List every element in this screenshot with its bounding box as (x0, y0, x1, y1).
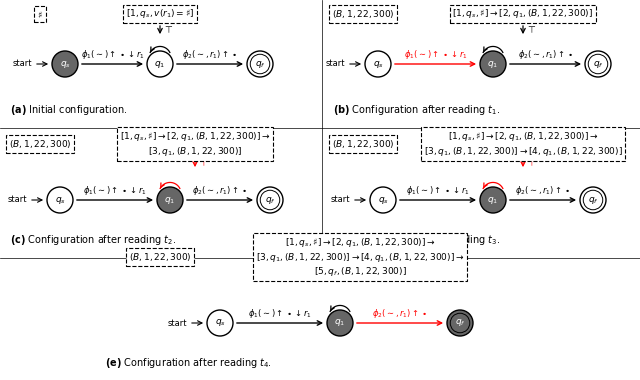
Text: $q_s$: $q_s$ (54, 195, 65, 206)
Text: $\top$: $\top$ (198, 158, 209, 168)
Circle shape (585, 51, 611, 77)
Text: $\phi_2(\sim,r_1)\uparrow\bullet$: $\phi_2(\sim,r_1)\uparrow\bullet$ (515, 184, 571, 197)
Text: $\top$: $\top$ (526, 25, 537, 35)
Text: $\phi_1(\sim)\uparrow\bullet\downarrow r_1$: $\phi_1(\sim)\uparrow\bullet\downarrow r… (248, 307, 312, 320)
Circle shape (480, 187, 506, 213)
Circle shape (480, 51, 506, 77)
Text: $q_1$: $q_1$ (154, 59, 166, 70)
Text: $\phi_1(\sim)\uparrow\bullet\downarrow r_1$: $\phi_1(\sim)\uparrow\bullet\downarrow r… (81, 48, 145, 61)
Circle shape (52, 51, 78, 77)
Text: $\phi_2(\sim,r_1)\uparrow\bullet$: $\phi_2(\sim,r_1)\uparrow\bullet$ (518, 48, 573, 61)
Text: $[1,q_s,\sharp]\to[2,q_1,(B,1,22,300)]\to$
$[3,q_1,(B,1,22,300)]\to[4,q_1,(B,1,2: $[1,q_s,\sharp]\to[2,q_1,(B,1,22,300)]\t… (256, 236, 464, 278)
Text: start: start (168, 318, 187, 328)
Text: $[1,q_s,v(r_1){=}\sharp]$: $[1,q_s,v(r_1){=}\sharp]$ (126, 8, 194, 21)
Circle shape (447, 310, 473, 336)
Text: $q_s$: $q_s$ (60, 59, 70, 70)
Text: $\phi_2(\sim,r_1)\uparrow\bullet$: $\phi_2(\sim,r_1)\uparrow\bullet$ (182, 48, 238, 61)
Circle shape (147, 51, 173, 77)
Text: $\mathbf{(d)}$ Configuration after reading $t_3$.: $\mathbf{(d)}$ Configuration after readi… (333, 233, 500, 247)
Text: $\mathbf{(b)}$ Configuration after reading $t_1$.: $\mathbf{(b)}$ Configuration after readi… (333, 103, 500, 117)
Text: $\mathbf{(c)}$ Configuration after reading $t_2$.: $\mathbf{(c)}$ Configuration after readi… (10, 233, 176, 247)
Text: $q_f$: $q_f$ (593, 59, 604, 70)
Circle shape (257, 187, 283, 213)
Circle shape (370, 187, 396, 213)
Text: start: start (8, 195, 27, 204)
Text: $\mathbf{(a)}$ Initial configuration.: $\mathbf{(a)}$ Initial configuration. (10, 103, 127, 117)
Circle shape (47, 187, 73, 213)
Text: $\phi_1(\sim)\uparrow\bullet\downarrow r_1$: $\phi_1(\sim)\uparrow\bullet\downarrow r… (404, 48, 467, 61)
Circle shape (157, 187, 183, 213)
Text: $\top$: $\top$ (363, 273, 374, 283)
Circle shape (207, 310, 233, 336)
Circle shape (580, 187, 606, 213)
Text: $\phi_1(\sim)\uparrow\bullet\downarrow r_1$: $\phi_1(\sim)\uparrow\bullet\downarrow r… (83, 184, 147, 197)
Text: $\phi_2(\sim,r_1)\uparrow\bullet$: $\phi_2(\sim,r_1)\uparrow\bullet$ (372, 307, 428, 320)
Text: $q_s$: $q_s$ (372, 59, 383, 70)
Text: $\top$: $\top$ (163, 25, 174, 35)
Text: $q_1$: $q_1$ (164, 195, 175, 206)
Circle shape (327, 310, 353, 336)
Text: $\phi_1(\sim)\uparrow\bullet\downarrow r_1$: $\phi_1(\sim)\uparrow\bullet\downarrow r… (406, 184, 470, 197)
Text: $\sharp$: $\sharp$ (37, 8, 43, 19)
Text: start: start (13, 60, 32, 68)
Text: $q_f$: $q_f$ (454, 318, 465, 328)
Text: $[1,q_s,\sharp]\to[2,q_1,(B,1,22,300)]\to$
$[3,q_1,(B,1,22,300)]\to[4,q_1,(B,1,2: $[1,q_s,\sharp]\to[2,q_1,(B,1,22,300)]\t… (424, 130, 623, 158)
Text: $q_f$: $q_f$ (255, 59, 266, 70)
Circle shape (365, 51, 391, 77)
Text: start: start (326, 60, 345, 68)
Text: $(B,1,22,300)$: $(B,1,22,300)$ (332, 8, 394, 20)
Text: $\top$: $\top$ (526, 158, 537, 168)
Text: $q_f$: $q_f$ (264, 195, 275, 206)
Text: $q_1$: $q_1$ (488, 195, 499, 206)
Text: $q_s$: $q_s$ (378, 195, 388, 206)
Text: $(B,1,22,300)$: $(B,1,22,300)$ (9, 138, 71, 150)
Text: $(B,1,22,300)$: $(B,1,22,300)$ (129, 251, 191, 263)
Text: $[1,q_s,\sharp]\to[2,q_1,(B,1,22,300)]\to$
$[3,q_1,(B,1,22,300)]$: $[1,q_s,\sharp]\to[2,q_1,(B,1,22,300)]\t… (120, 130, 271, 158)
Text: $\mathbf{(e)}$ Configuration after reading $t_4$.: $\mathbf{(e)}$ Configuration after readi… (105, 356, 272, 370)
Text: $(B,1,22,300)$: $(B,1,22,300)$ (332, 138, 394, 150)
Text: start: start (330, 195, 350, 204)
Text: $q_1$: $q_1$ (334, 318, 346, 328)
Text: $q_1$: $q_1$ (488, 59, 499, 70)
Text: $q_f$: $q_f$ (588, 195, 598, 206)
Text: $[1,q_s,\sharp]\to[2,q_1,(B,1,22,300)]$: $[1,q_s,\sharp]\to[2,q_1,(B,1,22,300)]$ (452, 8, 593, 21)
Circle shape (247, 51, 273, 77)
Text: $\phi_2(\sim,r_1)\uparrow\bullet$: $\phi_2(\sim,r_1)\uparrow\bullet$ (192, 184, 248, 197)
Text: $q_s$: $q_s$ (214, 318, 225, 328)
